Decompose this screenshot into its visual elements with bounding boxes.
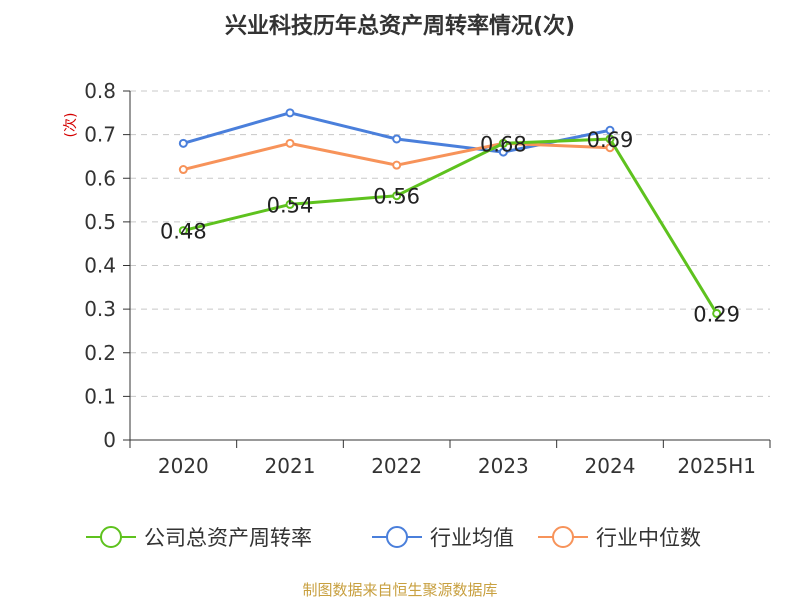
source-note: 制图数据来自恒生聚源数据库 <box>302 581 497 599</box>
legend[interactable]: 公司总资产周转率 行业均值 行业中位数 <box>86 526 701 550</box>
data-point <box>605 134 615 144</box>
data-point <box>285 108 295 118</box>
legend-item-2[interactable]: 行业中位数 <box>538 526 701 550</box>
y-axis-label: (次) <box>63 113 79 138</box>
data-label: 0.48 <box>160 220 207 244</box>
axes: 0 0.1 0.2 0.3 0.4 0.5 0.6 0.7 0.8 2020 2021 2022 202… <box>84 79 771 478</box>
legend-item-1[interactable]: 行业均值 <box>372 526 514 550</box>
legend-swatch-marker <box>386 526 408 548</box>
data-label: 0.29 <box>693 302 740 326</box>
legend-label: 行业均值 <box>430 526 514 550</box>
y-tick-label: 0.6 <box>84 166 116 190</box>
data-label: 0.56 <box>373 185 420 209</box>
series-line-0 <box>182 137 718 315</box>
x-tick-label: 2024 <box>585 454 636 478</box>
y-tick-label: 0.7 <box>84 123 116 147</box>
x-tick-label: 2021 <box>265 454 316 478</box>
grid <box>130 90 770 397</box>
x-tick-label: 2025H1 <box>677 454 756 478</box>
legend-swatch-marker <box>100 526 122 548</box>
data-labels: 0.48 0.54 0.56 0.68 0.69 0.29 <box>160 128 740 326</box>
data-point <box>392 134 402 144</box>
data-label: 0.68 <box>480 132 527 156</box>
legend-swatch-marker <box>552 526 574 548</box>
data-point <box>605 143 615 153</box>
legend-label: 行业中位数 <box>596 526 701 550</box>
series-layer <box>178 108 722 318</box>
data-label: 0.54 <box>267 193 314 217</box>
data-point <box>178 138 188 148</box>
y-tick-label: 0.5 <box>84 210 116 234</box>
chart-title: 兴业科技历年总资产周转率情况(次) <box>225 13 575 39</box>
y-tick-label: 0.1 <box>84 384 116 408</box>
y-tick-label: 0.3 <box>84 297 116 321</box>
y-tick-label: 0.2 <box>84 341 116 365</box>
data-point <box>498 147 508 157</box>
data-point <box>392 191 402 201</box>
data-point <box>605 125 615 135</box>
y-tick-label: 0 <box>103 428 116 452</box>
data-point <box>285 138 295 148</box>
data-point <box>712 308 722 318</box>
data-point <box>498 138 508 148</box>
y-tick-label: 0.4 <box>84 254 116 278</box>
data-point <box>178 165 188 175</box>
data-label: 0.69 <box>587 128 634 152</box>
y-tick-label: 0.8 <box>84 79 116 103</box>
legend-item-0[interactable]: 公司总资产周转率 <box>86 526 312 550</box>
data-point <box>285 199 295 209</box>
x-tick-label: 2020 <box>158 454 209 478</box>
legend-label: 公司总资产周转率 <box>144 526 312 550</box>
x-tick-label: 2022 <box>371 454 422 478</box>
data-point <box>178 226 188 236</box>
x-tick-label: 2023 <box>478 454 529 478</box>
data-point <box>392 160 402 170</box>
